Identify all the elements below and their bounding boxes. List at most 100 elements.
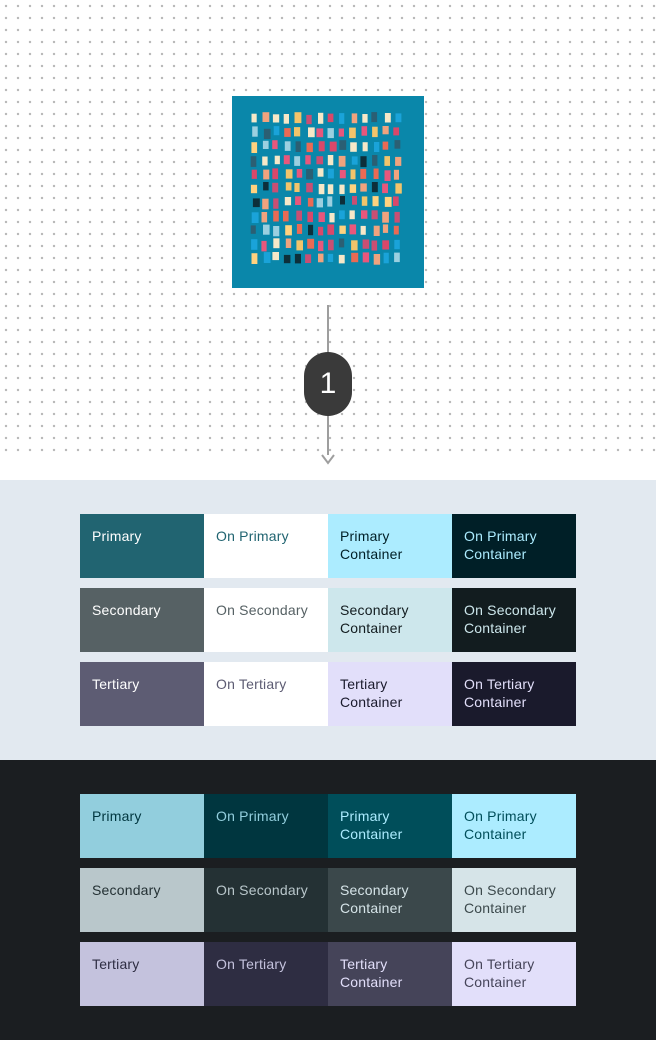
artwork-dash xyxy=(382,126,389,135)
artwork-dash xyxy=(273,198,279,209)
artwork-dash xyxy=(318,226,324,236)
artwork-dash xyxy=(296,224,303,234)
artwork-dash xyxy=(327,155,334,166)
artwork-dash xyxy=(382,141,389,150)
light-row: Secondary On Secondary Secondary Container… xyxy=(80,588,576,652)
dark-swatch-on-secondary-container: On Secondary Container xyxy=(452,868,576,932)
artwork-dash xyxy=(362,114,368,123)
artwork-dash xyxy=(296,169,303,178)
artwork-dash xyxy=(339,210,345,220)
artwork-dash xyxy=(395,183,402,194)
artwork-dash xyxy=(306,114,312,125)
artwork-dash xyxy=(327,196,333,207)
artwork-dash xyxy=(327,113,334,123)
dark-scheme-panel: Primary On Primary Primary Container On Pri… xyxy=(0,760,656,1040)
light-swatch-secondary-container: Secondary Container xyxy=(328,588,452,652)
artwork-dash xyxy=(274,155,280,165)
artwork-dash xyxy=(339,225,346,234)
artwork-dash xyxy=(340,196,345,205)
artwork-dash xyxy=(316,128,324,138)
artwork-dash xyxy=(273,126,280,136)
light-swatch-secondary: Secondary xyxy=(80,588,204,652)
artwork-dash xyxy=(272,182,279,193)
artwork-dash xyxy=(338,238,345,248)
artwork-dash xyxy=(384,170,391,181)
dark-color-grid: Primary On Primary Primary Container On Pri… xyxy=(80,794,576,1016)
artwork-dash xyxy=(327,224,335,235)
artwork-dash xyxy=(338,128,344,137)
artwork-dash xyxy=(316,198,323,208)
artwork-dash xyxy=(285,238,292,248)
artwork-dash xyxy=(360,183,367,192)
light-swatch-on-tertiary-container: On Tertiary Container xyxy=(452,662,576,726)
dark-swatch-on-primary-container: On Primary Container xyxy=(452,794,576,858)
artwork-dash xyxy=(285,182,292,191)
artwork-dash xyxy=(272,114,280,123)
artwork-dash xyxy=(307,211,313,223)
artwork-dash xyxy=(283,155,290,165)
artwork-dash xyxy=(262,112,270,122)
arrow-down-icon xyxy=(321,454,335,465)
dark-row: Secondary On Secondary Secondary Container… xyxy=(80,868,576,932)
artwork-dash xyxy=(373,254,381,265)
artwork-dash xyxy=(294,127,301,137)
artwork-dash xyxy=(395,156,402,166)
artwork-dash xyxy=(393,225,399,235)
artwork-dash xyxy=(316,156,324,165)
dark-swatch-secondary-container: Secondary Container xyxy=(328,868,452,932)
artwork-dash xyxy=(327,184,334,195)
dark-swatch-primary: Primary xyxy=(80,794,204,858)
artwork-dash xyxy=(394,239,400,250)
artwork-dash xyxy=(318,112,324,124)
artwork-dash xyxy=(285,225,292,236)
artwork-dash xyxy=(252,198,260,208)
artwork-dash xyxy=(328,239,334,251)
artwork-dash xyxy=(251,113,257,123)
artwork-dash xyxy=(318,240,324,252)
artwork-dash xyxy=(294,156,301,166)
artwork-dash xyxy=(263,128,271,139)
artwork-dash xyxy=(283,254,291,264)
artwork-dash xyxy=(318,253,324,263)
artwork-dash xyxy=(361,126,368,136)
artwork-dash xyxy=(362,252,370,263)
artwork-dash xyxy=(372,196,379,207)
artwork-dash xyxy=(294,253,301,264)
artwork-dash xyxy=(371,182,378,193)
artwork-dash xyxy=(351,113,358,124)
artwork-dash xyxy=(295,196,302,205)
light-row: Tertiary On Tertiary Tertiary Container On … xyxy=(80,662,576,726)
artwork-dash xyxy=(372,155,378,166)
artwork-dash xyxy=(384,113,391,123)
artwork-dash xyxy=(262,156,268,166)
artwork-dash xyxy=(382,211,389,223)
light-swatch-primary-container: Primary Container xyxy=(328,514,452,578)
artwork-dash xyxy=(329,213,335,223)
artwork-dash xyxy=(394,211,400,223)
source-canvas: 1 xyxy=(0,0,656,480)
artwork-dash xyxy=(393,196,399,206)
artwork-dash xyxy=(372,126,378,138)
artwork-dash xyxy=(251,212,259,223)
artwork-dash xyxy=(327,253,334,262)
artwork-dash xyxy=(272,168,279,180)
artwork-dash xyxy=(263,252,271,263)
artwork-dash xyxy=(250,225,256,234)
artwork-dash xyxy=(371,240,378,251)
dark-swatch-tertiary-container: Tertiary Container xyxy=(328,942,452,1006)
artwork-dash xyxy=(360,225,366,235)
artwork-dash xyxy=(295,141,301,152)
artwork-dash xyxy=(338,254,345,264)
light-swatch-on-primary-container: On Primary Container xyxy=(452,514,576,578)
artwork-dash xyxy=(371,210,378,220)
dark-swatch-on-primary: On Primary xyxy=(204,794,328,858)
canvas-fade xyxy=(0,452,656,480)
artwork-dash xyxy=(394,252,400,263)
artwork-dash xyxy=(273,226,280,237)
artwork-dash xyxy=(273,210,279,222)
artwork-dash xyxy=(327,128,334,139)
artwork-dash xyxy=(251,253,258,264)
artwork-dash xyxy=(263,169,270,180)
artwork-dash xyxy=(308,224,314,236)
artwork-dash xyxy=(351,156,358,165)
